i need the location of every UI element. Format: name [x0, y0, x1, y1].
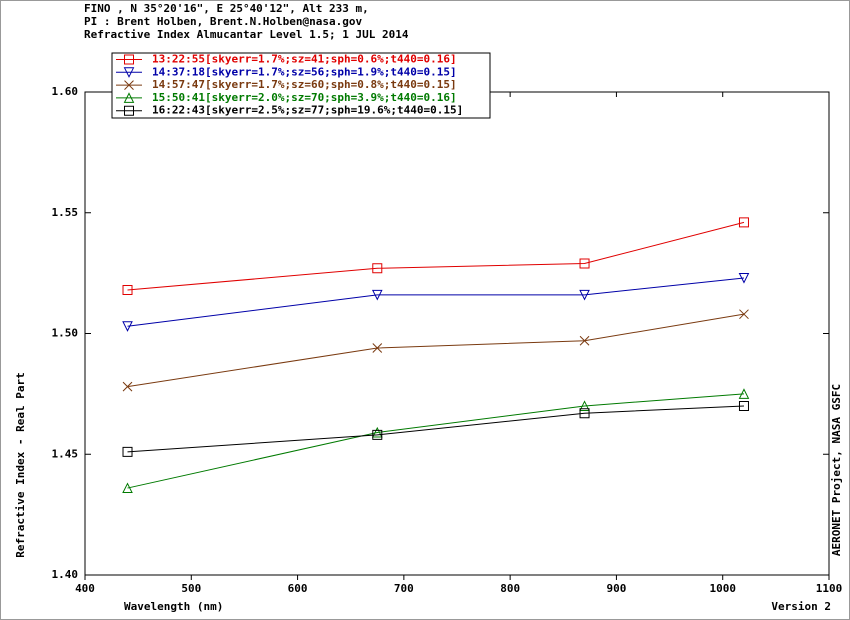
marker: [122, 482, 133, 494]
marker: [371, 289, 383, 301]
y-tick-label: 1.55: [52, 206, 79, 219]
x-tick-label: 1000: [709, 582, 736, 595]
x-tick-label: 500: [181, 582, 201, 595]
marker: [372, 343, 383, 353]
legend-label: 14:37:18[skyerr=1.7%;sz=56;sph=1.9%;t440…: [152, 65, 457, 78]
x-tick-label: 900: [606, 582, 626, 595]
header-line: Refractive Index Almucantar Level 1.5; 1…: [84, 28, 409, 41]
marker: [579, 289, 590, 301]
marker: [122, 446, 133, 457]
marker: [372, 429, 383, 440]
legend-label: 14:57:47[skyerr=1.7%;sz=60;sph=0.8%;t440…: [152, 78, 457, 91]
marker: [738, 272, 750, 284]
legend-label: 16:22:43[skyerr=2.5%;sz=77;sph=19.6%;t44…: [152, 104, 463, 117]
marker: [123, 67, 135, 78]
series-line: [127, 393, 745, 489]
y-tick-label: 1.60: [52, 85, 79, 98]
x-tick-label: 400: [75, 582, 95, 595]
marker: [124, 54, 134, 65]
version-label: Version 2: [771, 600, 831, 613]
x-tick-label: 600: [288, 582, 308, 595]
marker: [122, 321, 133, 332]
y-tick-label: 1.45: [52, 447, 79, 460]
x-tick-label: 700: [394, 582, 414, 595]
marker: [124, 105, 134, 116]
marker: [738, 400, 749, 411]
header-line: FINO , N 35°20'16", E 25°40'12", Alt 233…: [84, 2, 369, 15]
x-axis-label: Wavelength (nm): [124, 600, 223, 613]
marker: [579, 400, 590, 411]
series-line: [127, 313, 745, 388]
marker: [738, 217, 749, 228]
marker: [372, 263, 383, 274]
x-tick-label: 800: [500, 582, 520, 595]
marker: [738, 388, 750, 399]
marker: [579, 258, 590, 269]
marker: [579, 335, 590, 346]
marker: [371, 426, 383, 438]
legend-label: 13:22:55[skyerr=1.7%;sz=41;sph=0.6%;t440…: [152, 53, 457, 66]
y-axis-label: Refractive Index - Real Part: [14, 372, 27, 557]
legend-box: [111, 52, 491, 119]
marker: [124, 80, 134, 90]
x-tick-label: 1100: [816, 582, 843, 595]
y-tick-label: 1.50: [52, 327, 79, 340]
marker: [122, 381, 133, 392]
marker: [122, 285, 133, 296]
marker: [579, 408, 590, 419]
y-tick-label: 1.40: [52, 568, 79, 581]
legend-label: 15:50:41[skyerr=2.0%;sz=70;sph=3.9%;t440…: [152, 91, 457, 104]
marker: [123, 92, 135, 103]
series-line: [127, 277, 745, 327]
credit-label: AERONET Project, NASA GSFC: [830, 384, 843, 556]
header-line: PI : Brent Holben, Brent.N.Holben@nasa.g…: [84, 15, 363, 28]
series-line: [127, 221, 745, 291]
marker: [739, 309, 749, 320]
series-line: [127, 405, 744, 453]
